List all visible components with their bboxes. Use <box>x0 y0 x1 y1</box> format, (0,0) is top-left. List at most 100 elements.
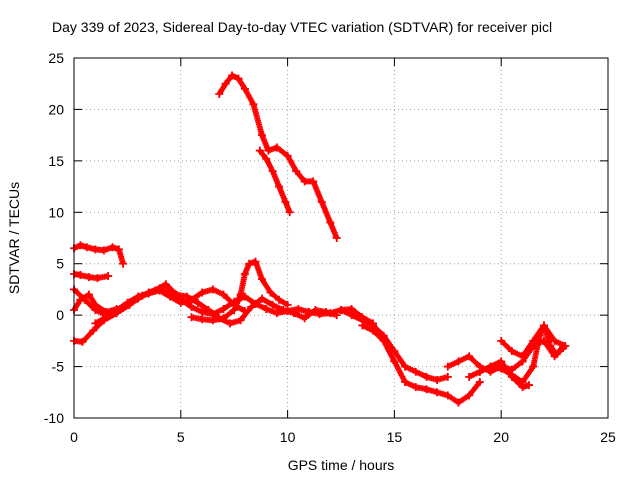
data-point <box>465 391 474 400</box>
data-point <box>204 306 213 314</box>
data-point <box>193 298 202 307</box>
data-point <box>275 182 284 191</box>
data-point <box>108 243 117 252</box>
data-point <box>332 311 341 320</box>
data-point <box>294 304 303 313</box>
data-point <box>507 347 516 356</box>
data-point <box>76 271 85 280</box>
data-point <box>114 245 123 254</box>
series-arc-b <box>70 270 113 283</box>
data-point <box>401 378 410 386</box>
data-point <box>89 326 98 335</box>
data-point <box>240 307 249 316</box>
data-point <box>268 167 277 176</box>
data-point <box>208 316 217 325</box>
data-point <box>317 198 326 206</box>
data-point <box>347 311 356 320</box>
data-point <box>454 398 463 407</box>
data-point <box>219 304 228 313</box>
series-arc-k <box>358 321 484 407</box>
data-point <box>187 295 196 304</box>
data-point <box>215 90 224 98</box>
y-tick-label: -10 <box>44 410 64 426</box>
data-point <box>337 306 345 314</box>
series-arc-g <box>187 257 292 325</box>
data-point <box>176 298 185 307</box>
x-tick-label: 25 <box>600 429 616 445</box>
data-point <box>550 336 559 345</box>
data-point <box>262 154 271 163</box>
series-arc-o <box>497 321 570 361</box>
data-point <box>119 259 128 268</box>
data-point <box>84 290 93 299</box>
data-point <box>358 321 367 330</box>
data-point <box>465 352 474 361</box>
series-arc-j <box>337 306 452 384</box>
data-point <box>279 306 288 314</box>
data-point <box>272 309 281 318</box>
data-points <box>70 71 570 407</box>
data-point <box>84 273 93 282</box>
data-point <box>433 375 442 384</box>
data-point <box>230 306 239 314</box>
data-point <box>268 300 277 309</box>
data-point <box>219 290 228 299</box>
data-point <box>91 300 100 309</box>
y-tick-label: 5 <box>56 256 64 272</box>
data-point <box>390 357 399 366</box>
data-point <box>161 280 170 289</box>
x-axis-label: GPS time / hours <box>288 457 395 473</box>
data-point <box>322 308 331 317</box>
data-point <box>443 391 452 400</box>
data-point <box>257 131 266 140</box>
data-point <box>187 313 196 322</box>
data-point <box>507 372 516 381</box>
data-point <box>475 367 484 376</box>
x-tick-label: 5 <box>177 429 185 445</box>
data-point <box>486 362 495 371</box>
data-point <box>99 246 108 255</box>
series-arc-a <box>70 241 128 268</box>
data-point <box>529 336 538 345</box>
x-tick-label: 10 <box>280 429 296 445</box>
data-point <box>300 177 309 186</box>
data-point <box>144 289 153 298</box>
data-point <box>422 372 431 381</box>
data-point <box>422 385 431 394</box>
x-tick-label: 20 <box>493 429 509 445</box>
data-point <box>561 342 570 350</box>
data-point <box>76 295 85 304</box>
data-point <box>198 308 207 317</box>
data-point <box>102 313 111 322</box>
data-point <box>93 274 102 283</box>
data-point <box>245 259 254 268</box>
data-point <box>454 357 463 366</box>
data-point <box>228 71 237 80</box>
data-point <box>283 300 292 309</box>
data-point <box>411 383 420 392</box>
x-tick-label: 15 <box>387 429 403 445</box>
data-point <box>91 245 100 254</box>
data-point <box>283 151 292 160</box>
data-point <box>497 336 506 345</box>
data-point <box>290 309 299 318</box>
data-point <box>475 378 484 386</box>
data-point <box>275 295 284 304</box>
data-point <box>443 362 452 371</box>
y-tick-label: 25 <box>48 50 64 66</box>
data-point <box>240 84 249 93</box>
data-point <box>311 306 320 314</box>
data-point <box>134 292 143 301</box>
data-point <box>112 306 121 314</box>
x-tick-label: 0 <box>70 429 78 445</box>
data-point <box>300 314 309 323</box>
data-point <box>281 198 290 206</box>
data-point <box>433 388 442 397</box>
data-point <box>266 288 275 297</box>
y-tick-label: 15 <box>48 153 64 169</box>
y-tick-label: 20 <box>48 101 64 117</box>
data-point <box>369 326 378 335</box>
data-point <box>379 336 388 345</box>
